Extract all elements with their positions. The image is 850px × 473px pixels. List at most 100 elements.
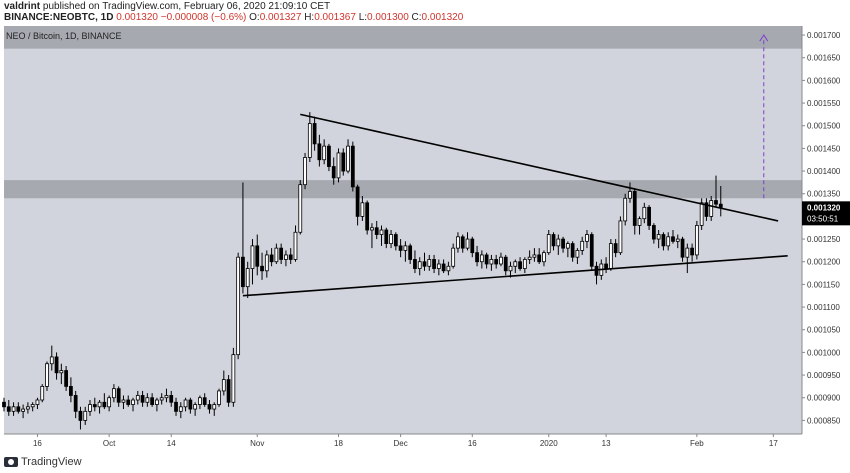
candle-body — [298, 184, 303, 233]
price-tick-label: 0.000850 — [807, 416, 841, 425]
candle-body — [499, 256, 503, 265]
candle-body — [245, 268, 250, 288]
ascending-trendline — [242, 255, 788, 297]
candle-body — [489, 259, 494, 265]
candle-body — [116, 388, 121, 403]
candle-body — [432, 259, 436, 269]
tradingview-logo[interactable]: TradingView — [4, 456, 82, 468]
price-chart[interactable]: NEO / Bitcoin, 1D, BINANCE 0.001700 0.001… — [0, 24, 850, 452]
close-value: 0.001320 — [421, 12, 464, 23]
candle-body — [666, 236, 671, 247]
candle-body — [131, 399, 135, 405]
candle-body — [88, 404, 92, 412]
low-value: 0.001300 — [367, 12, 409, 23]
time-tick-label: 16 — [468, 439, 477, 448]
candle-body — [73, 395, 78, 412]
candle-body — [637, 218, 642, 226]
candle-body — [284, 254, 288, 260]
candle-body — [183, 399, 188, 408]
candle-body — [293, 231, 298, 260]
price-tick-label: 0.001000 — [807, 348, 841, 357]
candle-body — [604, 263, 608, 269]
price-tick-label: 0.001550 — [807, 99, 841, 108]
ohlc-strip: BINANCE:NEOBTC, 1D 0.001320 −0.000008 (−… — [4, 12, 463, 23]
candle-body — [35, 399, 40, 405]
price-tick-label: 0.001050 — [807, 326, 841, 335]
candle-body — [427, 259, 432, 267]
candle-body — [527, 256, 532, 260]
time-tick-label: Feb — [690, 439, 704, 448]
candle-body — [202, 397, 207, 405]
candle-body — [188, 399, 193, 410]
time-tick-label: 18 — [334, 439, 343, 448]
candle-body — [398, 245, 403, 251]
candle-body — [360, 202, 365, 217]
candle-body — [54, 356, 59, 374]
candle-body — [685, 247, 690, 258]
candle-body — [212, 404, 217, 410]
candle-body — [494, 259, 499, 265]
candle-body — [78, 410, 83, 421]
open-value: 0.001327 — [259, 12, 302, 23]
candle-body — [589, 234, 594, 267]
candle-body — [613, 243, 618, 254]
candle-body — [575, 249, 580, 258]
candle-body — [503, 256, 508, 272]
candle-body — [651, 225, 656, 240]
candle-body — [226, 379, 231, 403]
candle-body — [565, 243, 570, 249]
time-tick-label: Dec — [393, 439, 407, 448]
candle-body — [699, 202, 704, 226]
candle-body — [327, 145, 331, 167]
time-tick-label: 17 — [769, 439, 778, 448]
price-tick-label: 0.001500 — [807, 122, 841, 131]
candle-body — [451, 247, 456, 267]
candle-body — [518, 261, 522, 269]
candle-body — [374, 227, 379, 235]
candle-body — [30, 404, 35, 408]
candle-body — [532, 254, 537, 258]
candle-body — [135, 395, 140, 401]
price-tick-label: 0.001250 — [807, 235, 841, 244]
candle-body — [551, 234, 556, 247]
candle-body — [317, 143, 322, 161]
price-tick-label: 0.001450 — [807, 144, 841, 153]
candle-body — [45, 363, 49, 387]
candle-body — [470, 238, 475, 254]
candle-body — [465, 238, 470, 249]
candle-body — [580, 240, 585, 251]
candle-body — [346, 145, 350, 172]
candle-body — [618, 220, 623, 254]
candle-body — [671, 236, 675, 242]
candle-body — [623, 197, 628, 222]
candle-body — [140, 395, 145, 403]
time-axis — [0, 434, 850, 452]
symbol-label[interactable]: BINANCE:NEOBTC, 1D — [4, 12, 114, 23]
price-tick-label: 0.001600 — [807, 76, 841, 85]
high-value: 0.001367 — [314, 12, 356, 23]
candle-body — [446, 265, 451, 272]
candle-body — [408, 245, 413, 260]
candle-body — [546, 234, 551, 254]
candle-body — [217, 390, 221, 405]
time-tick-label: 16 — [33, 439, 42, 448]
candle-body — [26, 406, 30, 410]
candle-body — [441, 263, 446, 272]
candle-body — [174, 401, 178, 412]
candle-body — [336, 152, 341, 179]
candle-body — [508, 265, 513, 272]
candle-body — [661, 234, 666, 247]
candle-body — [59, 370, 64, 374]
candle-body — [49, 356, 54, 365]
candle-body — [169, 395, 174, 403]
author-name[interactable]: valdrint — [4, 1, 41, 12]
close-label: C: — [411, 12, 422, 23]
candle-body — [484, 254, 489, 265]
candle-body — [513, 261, 518, 267]
candle-body — [307, 123, 312, 158]
candle-body — [522, 259, 527, 269]
time-tick-label: Oct — [103, 439, 116, 448]
candle-body — [675, 238, 680, 242]
candle-body — [556, 238, 561, 247]
candle-body — [422, 261, 427, 267]
